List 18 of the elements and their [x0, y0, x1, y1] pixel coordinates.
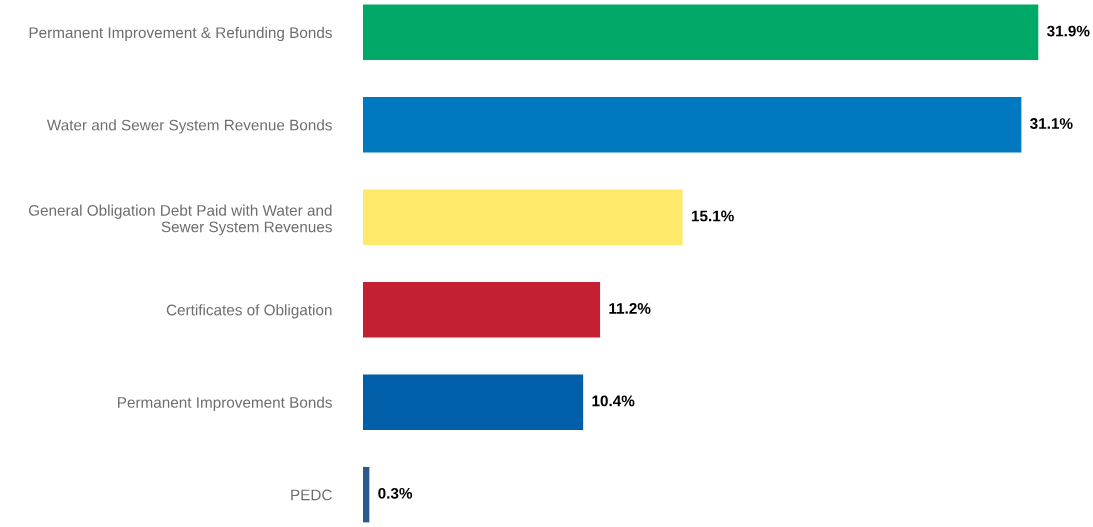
y-tick-label: Permanent Improvement Bonds — [118, 396, 332, 411]
y-tick-label: Permanent Improvement & Refunding Bonds — [29, 26, 332, 42]
data-label: 31.9% — [1046, 25, 1090, 37]
data-label: 15.1% — [691, 210, 734, 222]
y-tick-label: Water and Sewer System Revenue Bonds — [46, 119, 332, 134]
data-label: 31.1% — [1030, 118, 1073, 129]
y-tick-label: Certificates of Obligation — [166, 304, 332, 319]
bar — [363, 374, 584, 430]
data-label: 10.4% — [592, 395, 635, 407]
bar — [363, 4, 1039, 61]
bar — [363, 281, 601, 338]
bar — [363, 189, 683, 246]
y-tick-label: General Obligation Debt Paid with Water and Sewer System Revenues — [28, 204, 332, 236]
data-label: 0.3% — [378, 487, 413, 499]
bar — [363, 466, 370, 523]
y-tick-label: PEDC — [291, 489, 332, 501]
data-label: 11.2% — [609, 303, 651, 314]
bar — [363, 97, 1022, 153]
